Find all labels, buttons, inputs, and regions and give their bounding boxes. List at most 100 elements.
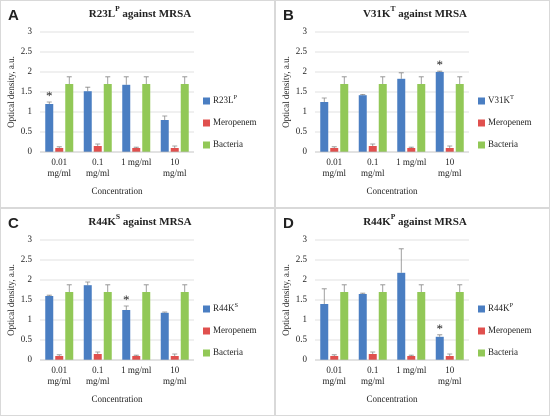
legend-sup: T (510, 94, 514, 101)
bar (320, 102, 329, 152)
x-tick-label: 10 (170, 365, 180, 375)
panel-label: B (283, 7, 294, 24)
x-tick-label: 0.1 (92, 365, 103, 375)
x-tick-label: 10 (445, 157, 455, 167)
panel-frame (0, 0, 275, 208)
title-main: R44K (88, 216, 116, 228)
x-tick-label: mg/ml (438, 376, 462, 386)
legend-label: Bacteria (213, 347, 243, 357)
bar (378, 292, 387, 360)
bar (358, 294, 367, 360)
error-bar (398, 72, 404, 79)
x-tick-label: 10 (445, 365, 455, 375)
bar (455, 84, 464, 152)
legend-label: Bacteria (488, 347, 518, 357)
title-main: V31K (363, 8, 391, 20)
error-bar (162, 311, 168, 313)
error-bar (398, 248, 404, 273)
y-tick-label: 1 (28, 106, 33, 116)
bar (142, 292, 151, 360)
legend-label: R44KP (488, 302, 514, 313)
legend-label: Meropenem (488, 117, 531, 127)
error-bar (172, 145, 178, 148)
error-bar (360, 94, 366, 96)
chart-title: V31KT against MRSA (363, 4, 467, 19)
bar (340, 292, 349, 360)
x-tick-label: 0.01 (326, 157, 342, 167)
bar (368, 146, 377, 152)
y-tick-label: 0 (303, 146, 308, 156)
legend-name: Meropenem (213, 325, 256, 335)
bar (93, 146, 102, 152)
panel-label: C (8, 215, 19, 232)
error-bar (437, 70, 443, 72)
legend-name: Meropenem (488, 325, 531, 335)
bar (358, 95, 367, 152)
legend-name: R23L (213, 95, 234, 105)
bar (435, 72, 444, 152)
bar (103, 292, 112, 360)
legend-label: Meropenem (213, 117, 256, 127)
error-bar (437, 334, 443, 337)
bar (407, 356, 416, 360)
significance-mark: * (46, 88, 53, 103)
x-tick-label: 10 (170, 157, 180, 167)
bar (445, 356, 454, 360)
legend-name: V31K (488, 95, 510, 105)
y-tick-label: 0.5 (296, 126, 308, 136)
x-tick-label: mg/ml (47, 376, 71, 386)
bar (378, 84, 387, 152)
error-bar (360, 292, 366, 294)
legend-swatch (478, 305, 485, 313)
title-rest: against MRSA (395, 216, 467, 228)
bar (93, 354, 102, 360)
legend-sup: S (235, 302, 239, 309)
legend-swatch (203, 141, 210, 149)
legend-swatch (478, 119, 485, 127)
bar (45, 104, 54, 152)
chart-title: R44KS against MRSA (88, 212, 191, 227)
error-bar (331, 146, 337, 148)
legend-label: R23LP (213, 94, 238, 105)
y-tick-label: 0 (28, 354, 33, 364)
bar (55, 356, 64, 360)
bar (435, 336, 444, 360)
y-tick-label: 2.5 (296, 254, 308, 264)
y-tick-label: 1 (303, 106, 308, 116)
y-tick-label: 1.5 (21, 294, 33, 304)
error-bar (56, 146, 62, 148)
y-tick-label: 2.5 (21, 46, 33, 56)
legend-name: Bacteria (488, 347, 518, 357)
error-bar (380, 284, 386, 292)
x-tick-label: 0.1 (92, 157, 103, 167)
bar (83, 91, 92, 152)
bar (445, 148, 454, 152)
legend-swatch (203, 119, 210, 127)
legend-swatch (478, 141, 485, 149)
x-tick-label: 0.01 (51, 365, 67, 375)
error-bar (162, 115, 168, 120)
bar (417, 292, 426, 360)
y-tick-label: 1 (303, 314, 308, 324)
legend-swatch (478, 327, 485, 335)
error-bar (341, 284, 347, 292)
y-tick-label: 2.5 (296, 46, 308, 56)
bar (330, 148, 339, 152)
chart-title: R23LP against MRSA (89, 4, 191, 19)
y-tick-label: 1.5 (296, 86, 308, 96)
error-bar (85, 86, 91, 92)
y-axis-label: Optical density, a.u. (281, 264, 291, 336)
error-bar (321, 288, 327, 304)
x-tick-label: mg/ml (361, 168, 385, 178)
significance-mark: * (437, 321, 444, 336)
bar (122, 84, 131, 152)
x-axis-label: Concentration (92, 186, 143, 196)
x-tick-label: mg/ml (86, 376, 110, 386)
x-tick-label: 0.01 (326, 365, 342, 375)
x-tick-label: 1 mg/ml (121, 365, 152, 375)
x-tick-label: mg/ml (361, 376, 385, 386)
